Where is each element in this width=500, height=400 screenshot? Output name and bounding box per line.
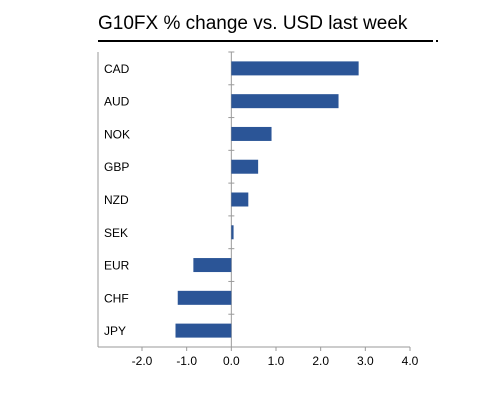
x-tick-label: 1.0 [268,354,285,368]
bar-chf [177,290,232,305]
x-tick-label: 4.0 [402,354,419,368]
category-label-nok: NOK [104,127,130,141]
x-tick-label: -1.0 [176,354,197,368]
x-tick-label: 0.0 [223,354,240,368]
category-label-sek: SEK [104,226,128,240]
category-label-chf: CHF [104,291,129,305]
bar-jpy [175,323,232,338]
bar-nzd [231,192,249,207]
bar-nok [231,126,272,141]
bar-cad [231,61,359,76]
category-label-cad: CAD [104,62,130,76]
category-label-nzd: NZD [104,193,129,207]
bar-gbp [231,159,259,174]
bar-eur [193,258,232,273]
bar-aud [231,94,339,109]
category-label-jpy: JPY [104,324,126,338]
category-label-eur: EUR [104,259,130,273]
category-label-aud: AUD [104,95,130,109]
x-tick-label: 2.0 [312,354,329,368]
category-label-gbp: GBP [104,160,129,174]
title-underline-tick [436,40,438,42]
title-underline [98,40,433,42]
x-tick-label: 3.0 [357,354,374,368]
chart-title: G10FX % change vs. USD last week [98,13,408,34]
x-tick-label: -2.0 [132,354,153,368]
bar-sek [231,225,234,240]
